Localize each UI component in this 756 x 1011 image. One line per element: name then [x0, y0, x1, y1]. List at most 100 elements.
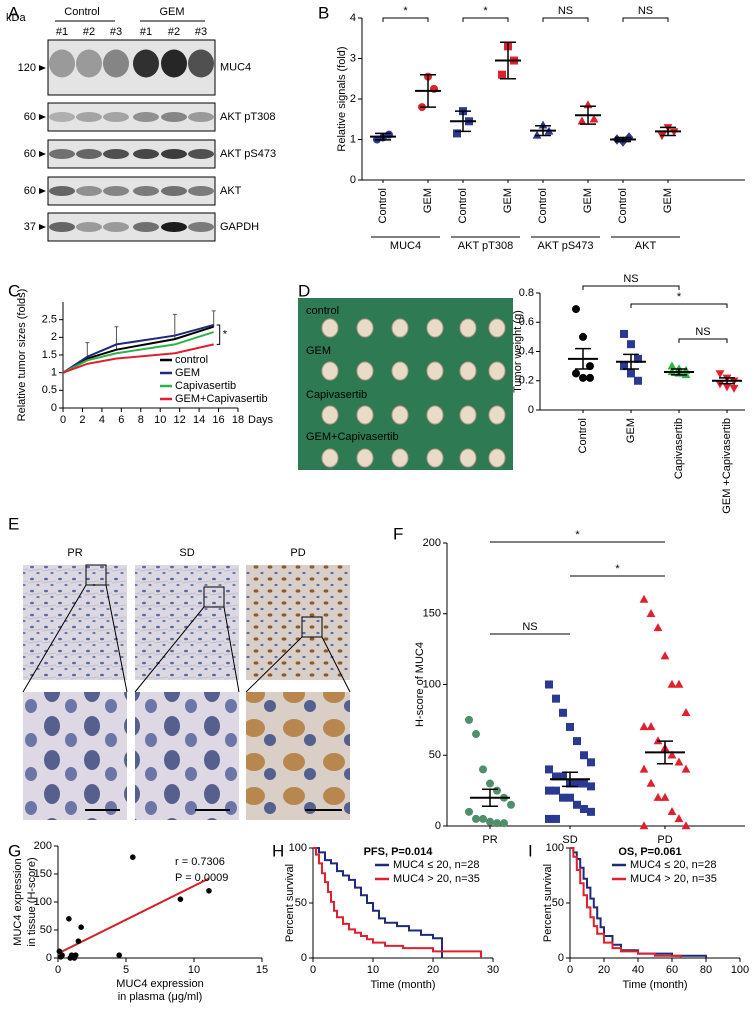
legend-label: MUC4 ≤ 20, n=28 [393, 859, 479, 871]
point [545, 680, 553, 689]
marker-arrow [39, 65, 46, 71]
y-tick-label: 50 [40, 924, 52, 936]
point [493, 819, 501, 828]
error-bar [500, 41, 516, 80]
point [667, 750, 677, 759]
point [465, 715, 473, 724]
point [538, 120, 548, 129]
x-axis-title: Time (month) [623, 979, 688, 991]
point [472, 730, 480, 739]
chart-title: PFS, P=0.014 [364, 846, 434, 858]
point [177, 896, 184, 902]
point [559, 772, 567, 781]
x-tick-label: Control [537, 188, 549, 223]
tumor [356, 361, 374, 381]
kda-marker: 60 [24, 148, 36, 160]
y-tick-label: 100 [34, 896, 52, 908]
error-bar [114, 326, 119, 350]
point [465, 807, 473, 816]
x-tick-label: 14 [193, 414, 205, 426]
panel-label: D [298, 281, 310, 300]
y-axis-title: Percent survival [542, 864, 554, 942]
error-bar [660, 126, 676, 137]
blot-band [188, 222, 214, 232]
point [579, 332, 587, 341]
blot-band [133, 49, 159, 78]
error-bar [657, 740, 673, 765]
significance-bracket [582, 285, 680, 290]
point [715, 370, 725, 379]
x-tick-label: GEM [422, 188, 434, 213]
group-label: MUC4 [390, 240, 421, 252]
x-tick-label: PD [657, 834, 672, 846]
point [472, 814, 480, 823]
blot-band [103, 149, 129, 159]
blot-band [103, 49, 129, 78]
blot-band [188, 112, 214, 122]
kda-marker: 120 [18, 62, 36, 74]
x-tick-label: GEM [582, 188, 594, 213]
stat-label: r = 0.7306 [175, 856, 225, 868]
point [572, 305, 580, 314]
x-tick-label: GEM [662, 188, 674, 213]
x-axis-title: Days [248, 414, 274, 426]
error-bar [211, 310, 216, 327]
significance-label: NS [558, 5, 573, 17]
error-bar [719, 377, 735, 385]
blot-band [188, 49, 214, 78]
point [586, 373, 594, 382]
point [573, 737, 581, 746]
y-tick-label: 50 [295, 897, 307, 909]
point [587, 807, 595, 816]
point [674, 757, 684, 766]
significance-label: NS [623, 273, 638, 285]
group-label: GEM [159, 6, 184, 18]
blot-box [47, 176, 216, 206]
error-bar [623, 353, 639, 370]
significance-label: * [223, 329, 228, 341]
kda-marker: 60 [24, 111, 36, 123]
x-axis-title: in plasma (μg/ml) [118, 991, 203, 1003]
error-bar [375, 132, 391, 141]
error-bar [455, 110, 471, 133]
blot-band [133, 222, 159, 232]
error-bar [420, 73, 436, 108]
significance-bracket [630, 303, 728, 308]
ihc-label: SD [179, 547, 194, 559]
y-axis-title: Relative tumor sizes (folds) [16, 289, 28, 422]
x-tick-label: 0 [60, 414, 66, 426]
legend-label: Capivasertib [175, 380, 236, 392]
protein-label: GAPDH [220, 221, 259, 233]
point [566, 722, 574, 731]
significance-label: * [483, 5, 488, 17]
survival-curve [313, 847, 482, 958]
blot-band [133, 149, 159, 159]
tumor [459, 318, 477, 338]
x-tick-label: Control [457, 188, 469, 223]
y-tick-label: 0 [350, 174, 356, 186]
point [660, 792, 670, 801]
point [639, 594, 649, 603]
point [667, 807, 677, 816]
blot-band [161, 186, 187, 196]
x-tick-label: Capivasertib [673, 418, 685, 479]
x-tick-label: 20 [598, 964, 610, 976]
tumor [391, 448, 409, 468]
chart-title: OS, P=0.061 [618, 846, 681, 858]
point [486, 779, 494, 788]
blot-band [103, 186, 129, 196]
lane-label: #2 [168, 26, 180, 38]
x-tick-label: SD [562, 834, 577, 846]
photo-label: GEM+Capivasertib [306, 431, 399, 443]
point [57, 954, 64, 960]
tumor [426, 448, 444, 468]
blot-band [76, 222, 102, 232]
x-tick-label: 18 [232, 414, 244, 426]
photo-label: control [306, 305, 339, 317]
series-line [62, 331, 214, 374]
y-tick-label: 50 [429, 749, 441, 761]
tumor [459, 361, 477, 381]
point [573, 800, 581, 809]
x-tick-label: GEM [625, 418, 637, 443]
point [552, 772, 560, 781]
